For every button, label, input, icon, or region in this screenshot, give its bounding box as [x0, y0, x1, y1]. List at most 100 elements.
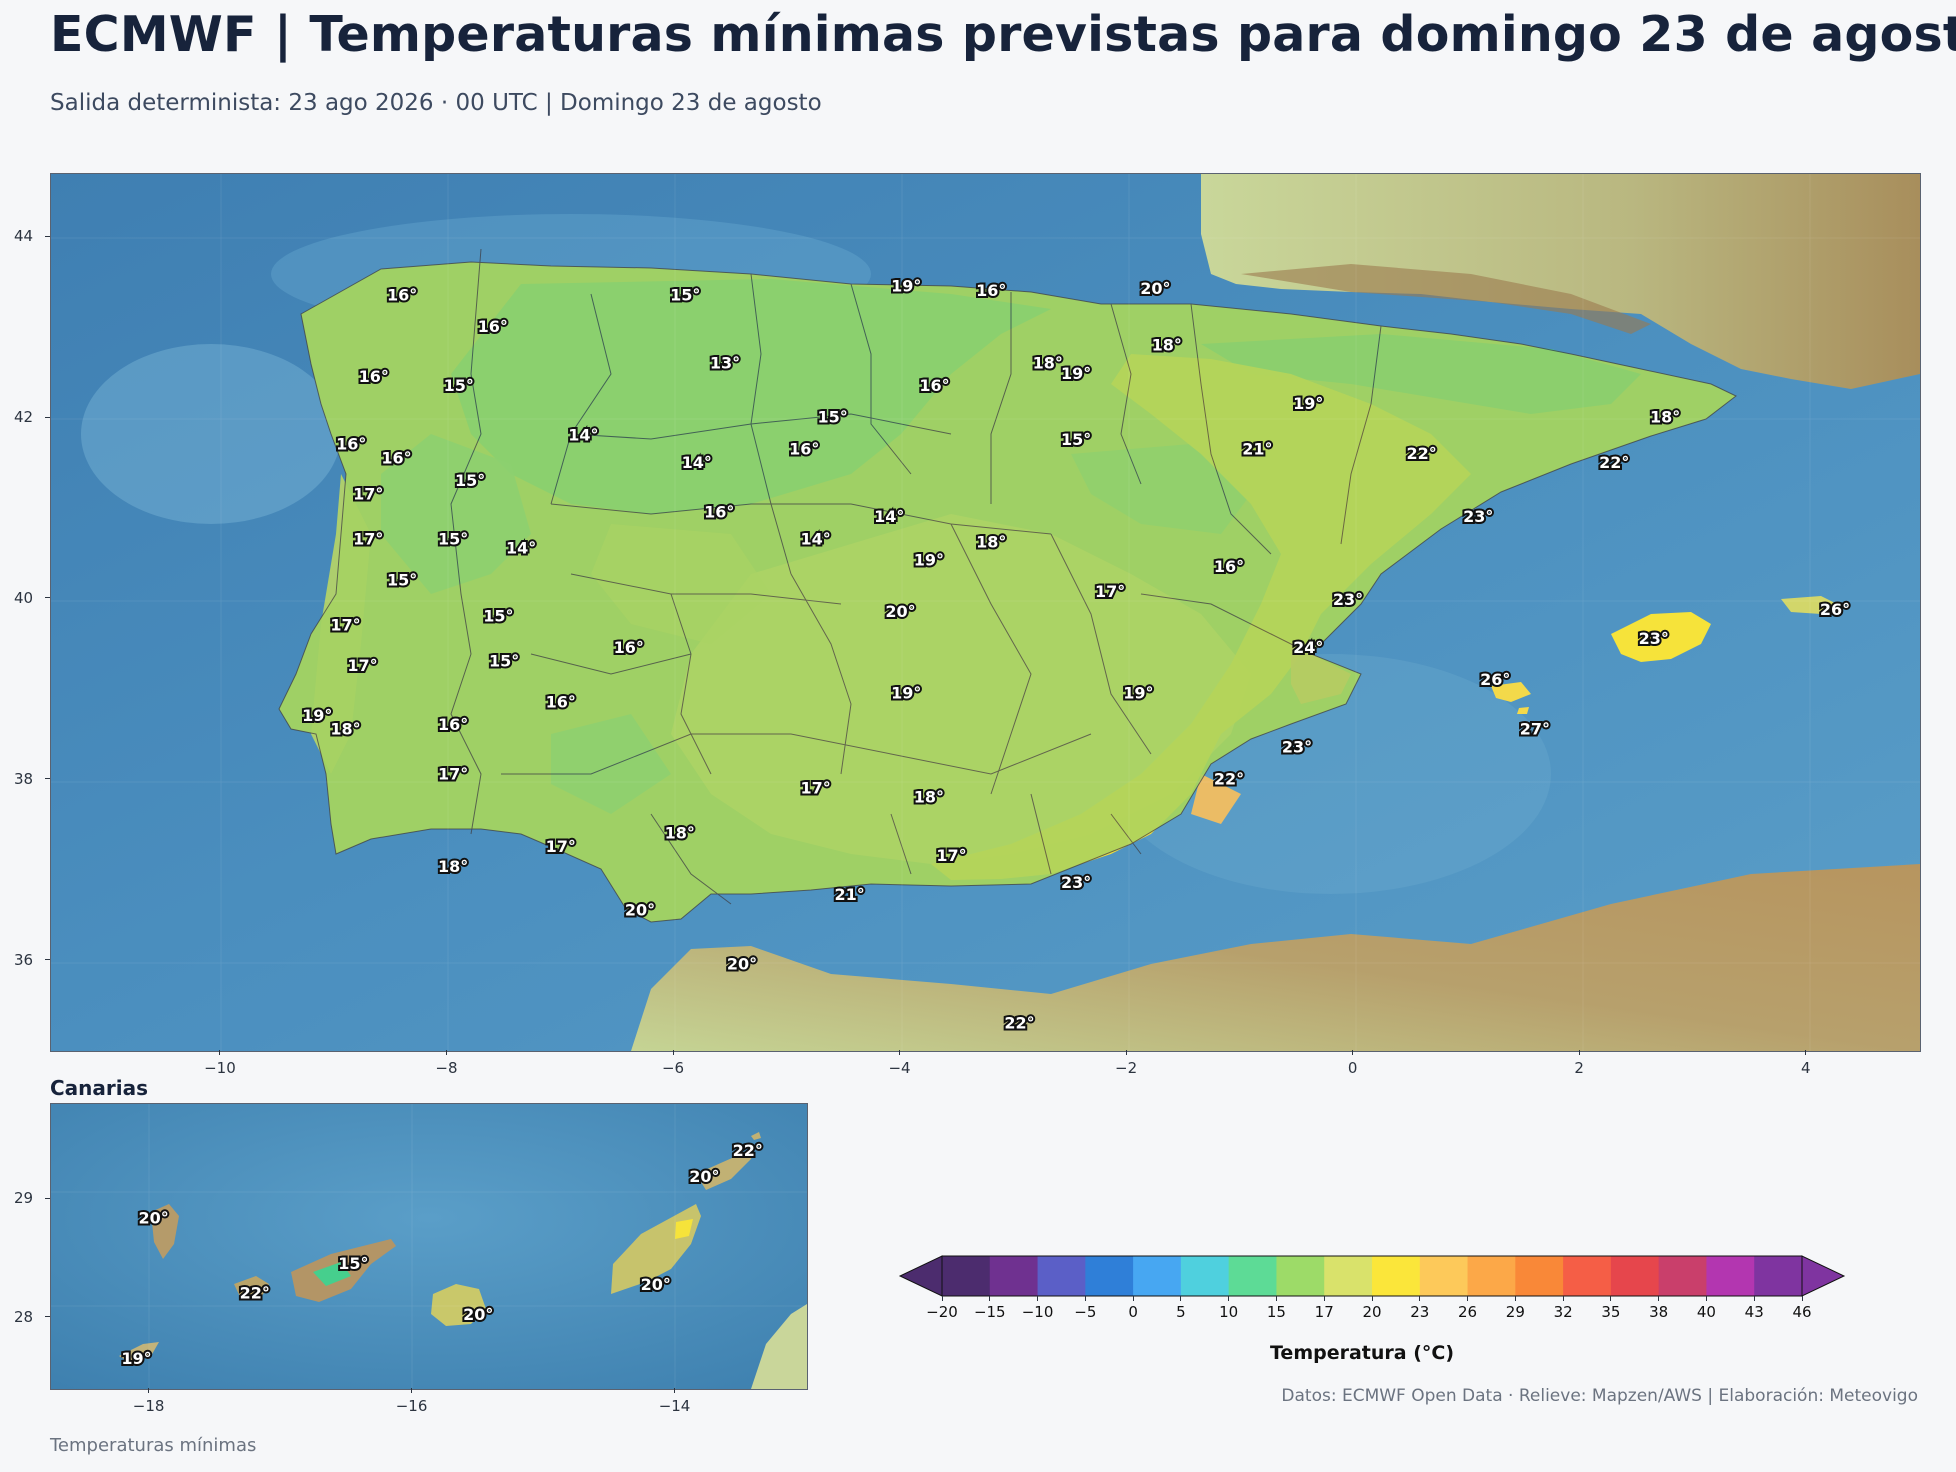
temperature-label: 14°	[874, 507, 904, 526]
colorbar-tick-mark	[989, 1296, 991, 1301]
temperature-label: 17°	[330, 616, 360, 635]
africa-land	[631, 864, 1920, 1051]
y-tick-mark	[45, 235, 50, 237]
inset-title: Canarias	[50, 1076, 149, 1100]
map-subtitle: Salida determinista: 23 ago 2026 · 00 UT…	[50, 90, 822, 116]
colorbar-tick-mark	[1419, 1296, 1421, 1301]
temperature-label: 23°	[1061, 873, 1091, 892]
gran-canaria-island	[431, 1284, 486, 1326]
temperature-label: 16°	[336, 435, 366, 454]
colorbar-tick-label: −5	[1074, 1303, 1097, 1321]
colorbar-tick-mark	[1658, 1296, 1660, 1301]
temperature-label: 24°	[1293, 638, 1323, 657]
fuerteventura-warm	[675, 1219, 693, 1239]
la-palma-island	[151, 1204, 179, 1259]
colorbar-tick-mark	[1705, 1296, 1707, 1301]
temperature-label: 16°	[1214, 557, 1244, 576]
colorbar-swatch	[1372, 1256, 1421, 1296]
x-tick-label: 4	[1800, 1059, 1811, 1077]
colorbar-swatch	[1228, 1256, 1277, 1296]
temperature-label: 20°	[885, 602, 915, 621]
pyrenees-relief	[1241, 264, 1651, 334]
temperature-label: 18°	[330, 720, 360, 739]
temperature-label: 14°	[568, 426, 598, 445]
y-tick-mark	[45, 778, 50, 780]
inset-temperature-labels: 20° 15° 22° 20° 19° 20° 20° 22°	[119, 1139, 765, 1370]
temperature-label: 19°	[914, 551, 944, 570]
x-tick-label: −2	[1115, 1059, 1138, 1077]
graticule	[51, 174, 1920, 1051]
colorbar-tick-mark	[1323, 1296, 1325, 1301]
temperature-label: 16°	[381, 448, 411, 467]
temperature-label: 23°	[1639, 629, 1669, 648]
colorbar-swatch	[1515, 1256, 1564, 1296]
temperature-label: 19°	[891, 277, 921, 296]
temperature-label: 14°	[800, 530, 830, 549]
temperature-label: 27°	[1520, 720, 1550, 739]
colorbar-tick-label: 35	[1601, 1303, 1621, 1321]
colorbar-tick-mark	[1514, 1296, 1516, 1301]
temperature-label: 15°	[438, 530, 468, 549]
temperature-label: 17°	[800, 778, 830, 797]
temperature-label: 20°	[463, 1305, 493, 1324]
temperature-label: 26°	[1480, 670, 1510, 689]
main-map[interactable]: 16° 15° 19° 16° 20° 16° 18° 13° 18° 19° 16° 15° 16° 1…	[50, 173, 1921, 1052]
x-tick-label: −4	[888, 1059, 911, 1077]
x-tick-mark	[445, 1050, 447, 1055]
y-tick-label: 38	[14, 769, 34, 788]
temperature-label: 21°	[834, 885, 864, 904]
colorbar-swatch	[989, 1256, 1039, 1296]
temperature-label: 19°	[891, 683, 921, 702]
temperature-label: 17°	[438, 765, 468, 784]
temperature-label: 19°	[1293, 394, 1323, 413]
y-tick-label: 40	[14, 588, 34, 607]
temperature-label: 16°	[704, 503, 734, 522]
colorbar-tick-label: −15	[973, 1303, 1006, 1321]
x-tick-mark	[148, 1388, 150, 1393]
y-tick-label: 28	[14, 1307, 34, 1326]
colorbar-max-arrow	[1801, 1255, 1846, 1297]
y-tick-label: 42	[14, 408, 34, 427]
x-tick-mark	[674, 1388, 676, 1393]
temperature-label: 22°	[733, 1141, 763, 1160]
temperature-label: 17°	[936, 846, 966, 865]
colorbar-tick-label: 29	[1505, 1303, 1525, 1321]
tenerife-cool	[313, 1262, 351, 1286]
temperature-label: 20°	[727, 955, 757, 974]
temperature-label: 15°	[670, 286, 700, 305]
x-tick-mark	[1352, 1050, 1354, 1055]
y-tick-mark	[45, 1197, 50, 1199]
colorbar-tick-mark	[1753, 1296, 1755, 1301]
temperature-label: 22°	[1214, 769, 1244, 788]
colorbar-tick-label: 20	[1362, 1303, 1382, 1321]
colorbar-tick-mark	[1228, 1296, 1230, 1301]
temperature-label: 18°	[914, 787, 944, 806]
temperature-label: 23°	[1333, 590, 1363, 609]
colorbar-tick-label: 43	[1744, 1303, 1764, 1321]
temperature-label: 15°	[387, 570, 417, 589]
temperature-label: 18°	[438, 857, 468, 876]
temperature-label: 20°	[1140, 279, 1170, 298]
colorbar-swatch	[1085, 1256, 1134, 1296]
colorbar	[898, 1255, 1846, 1297]
colorbar-tick-label: 10	[1219, 1303, 1239, 1321]
temperature-label: 16°	[546, 692, 576, 711]
inset-footer: Temperaturas mínimas	[50, 1435, 257, 1456]
temperature-label: 17°	[353, 530, 383, 549]
la-gomera-island	[234, 1276, 269, 1299]
colorbar-swatch	[1037, 1256, 1086, 1296]
colorbar-tick-mark	[1132, 1296, 1134, 1301]
temperature-label: 16°	[614, 638, 644, 657]
colorbar-tick-label: 32	[1553, 1303, 1573, 1321]
colorbar-tick-mark	[941, 1296, 943, 1301]
temperature-label: 23°	[1463, 507, 1493, 526]
x-tick-mark	[1125, 1050, 1127, 1055]
temperature-label: 15°	[1061, 430, 1091, 449]
temperature-label: 16°	[438, 715, 468, 734]
temperature-label: 19°	[302, 706, 332, 725]
colorbar-swatch	[1563, 1256, 1612, 1296]
temperature-label: 22°	[1599, 453, 1629, 472]
colorbar-swatch	[1419, 1256, 1469, 1296]
canarias-inset-map[interactable]: 20° 15° 22° 20° 19° 20° 20° 22°	[50, 1103, 808, 1390]
colorbar-tick-label: −10	[1021, 1303, 1054, 1321]
